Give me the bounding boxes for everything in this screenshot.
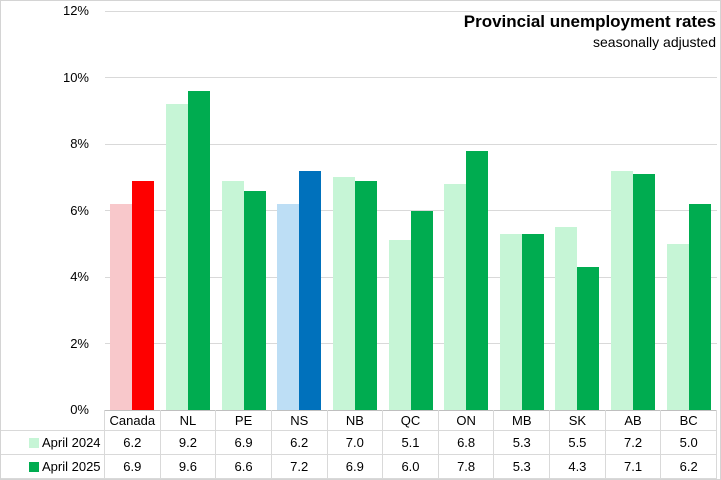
table-column-line — [270, 410, 272, 479]
y-axis-label: 6% — [70, 202, 89, 218]
table-value: 6.0 — [401, 458, 420, 474]
category-label: NS — [290, 413, 309, 428]
table-value: 6.6 — [234, 458, 253, 474]
category-label: ON — [456, 413, 476, 428]
bar-mb-april-2025 — [521, 233, 544, 410]
table-column-line — [382, 410, 384, 479]
table-value: 9.6 — [178, 458, 197, 474]
table-column-line — [159, 410, 161, 479]
category-label: MB — [512, 413, 532, 428]
legend-swatch-april-2025 — [29, 461, 39, 472]
table-value: 5.3 — [512, 458, 531, 474]
y-axis-label: 0% — [70, 402, 89, 417]
category-label: PE — [234, 413, 253, 428]
table-value: 6.2 — [290, 434, 309, 450]
table-value: 7.0 — [345, 434, 364, 450]
gridline — [104, 143, 717, 145]
bar-on-april-2024 — [444, 183, 467, 410]
table-value: 7.8 — [457, 458, 476, 474]
table-value: 6.8 — [457, 434, 476, 450]
bar-nb-april-2024 — [332, 177, 355, 410]
bar-ns-april-2025 — [299, 170, 322, 410]
table-value: 4.3 — [568, 458, 587, 474]
table-value: 9.2 — [178, 434, 197, 450]
table-row-line — [1, 454, 717, 455]
bar-canada-april-2025 — [132, 180, 155, 410]
bar-nb-april-2025 — [354, 180, 377, 410]
bar-ab-april-2024 — [611, 170, 634, 410]
table-value: 7.2 — [623, 434, 643, 450]
table-value: 6.9 — [234, 434, 253, 450]
legend-swatch-april-2024 — [29, 437, 39, 448]
bar-qc-april-2024 — [388, 240, 411, 410]
table-column-line — [604, 410, 606, 479]
table-row-line — [1, 478, 717, 479]
bar-pe-april-2024 — [221, 180, 244, 410]
table-value: 5.0 — [679, 434, 698, 450]
category-label: NL — [179, 413, 197, 428]
table-column-line — [493, 410, 495, 479]
table-column-line — [215, 410, 217, 479]
category-label: Canada — [109, 413, 156, 428]
category-label: BC — [679, 413, 698, 428]
legend-label: April 2024 — [42, 435, 101, 450]
table-value: 6.9 — [345, 458, 364, 474]
table-value: 7.2 — [290, 458, 309, 474]
table-value: 6.9 — [123, 458, 142, 474]
category-label: QC — [400, 413, 421, 428]
gridline — [104, 77, 717, 78]
y-axis-label: 2% — [70, 335, 89, 351]
table-column-line — [716, 410, 717, 479]
bar-on-april-2025 — [466, 150, 489, 410]
bar-bc-april-2025 — [688, 203, 711, 410]
table-value: 6.2 — [679, 458, 698, 474]
y-axis-label: 12% — [62, 3, 89, 18]
bar-canada-april-2024 — [110, 203, 133, 410]
y-axis-label: 8% — [70, 136, 89, 151]
legend-label: April 2025 — [42, 459, 101, 474]
table-column-line — [104, 410, 105, 479]
table-value: 5.3 — [512, 434, 531, 450]
chart-subtitle: seasonally adjusted — [593, 34, 716, 50]
category-label: NB — [345, 413, 364, 428]
table-row-line — [1, 430, 717, 431]
table-value: 7.1 — [623, 458, 643, 474]
gridline — [104, 10, 717, 12]
table-column-line — [437, 410, 439, 479]
table-value: 6.2 — [123, 434, 142, 450]
bar-bc-april-2024 — [666, 243, 689, 410]
category-label: SK — [568, 413, 587, 428]
y-axis-label: 10% — [62, 69, 89, 85]
table-value: 5.5 — [568, 434, 587, 450]
table-column-line — [549, 410, 551, 479]
bar-qc-april-2025 — [410, 210, 433, 410]
chart-title: Provincial unemployment rates — [463, 12, 716, 31]
bar-sk-april-2024 — [555, 227, 578, 410]
bar-nl-april-2025 — [187, 90, 210, 410]
category-label: AB — [624, 413, 642, 428]
x-axis-line — [104, 409, 717, 411]
bar-pe-april-2025 — [243, 190, 266, 410]
bar-sk-april-2025 — [577, 267, 600, 410]
table-value: 5.1 — [401, 434, 420, 450]
table-column-line — [660, 410, 662, 479]
bar-nl-april-2024 — [165, 104, 188, 410]
y-axis-label: 4% — [70, 269, 89, 284]
bar-ab-april-2025 — [633, 173, 656, 410]
bar-ns-april-2024 — [277, 203, 300, 410]
bar-mb-april-2024 — [499, 233, 522, 410]
table-column-line — [326, 410, 328, 479]
